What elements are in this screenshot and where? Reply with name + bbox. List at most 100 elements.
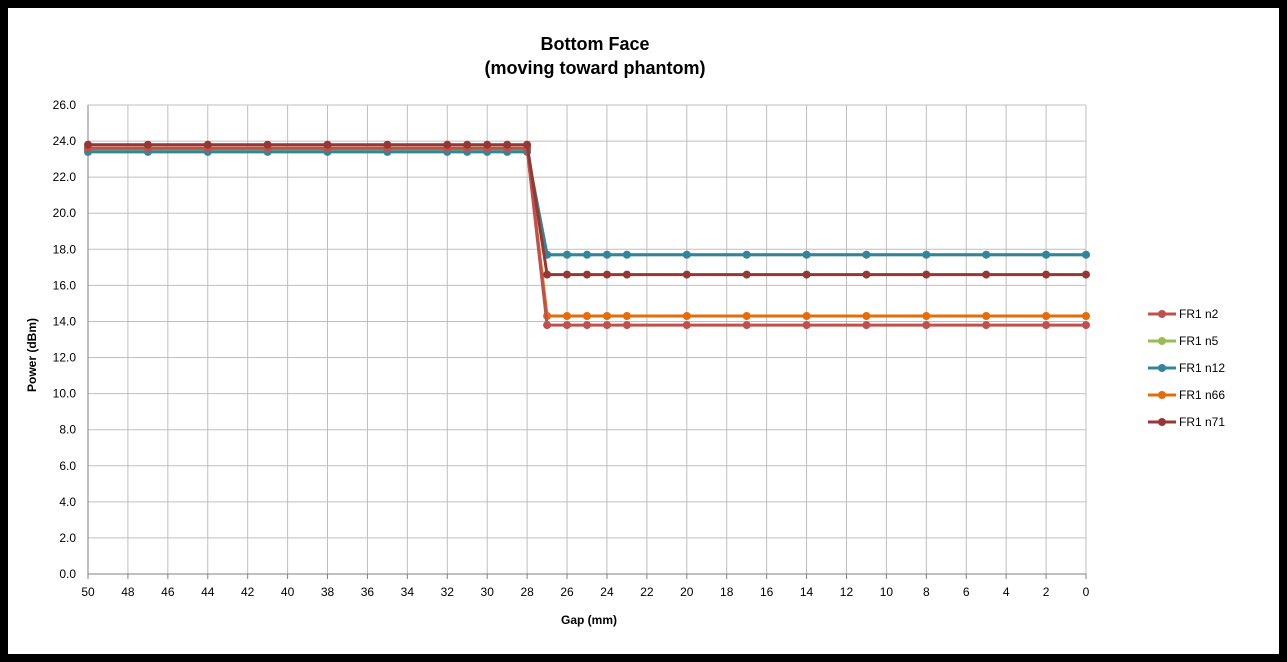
axis-layer: 0.0 2.0 4.0 6.0 8.0 10.0 12.0 14.0 16.0 18.0 20.0 2… — [53, 98, 1090, 599]
x-tick-label: 20 — [680, 585, 694, 599]
data-point — [1042, 250, 1051, 259]
data-point — [563, 270, 571, 279]
data-point — [583, 270, 591, 279]
x-tick-label: 14 — [800, 585, 814, 599]
legend-marker — [1158, 391, 1166, 399]
data-point — [1082, 270, 1090, 279]
legend-marker — [1158, 418, 1166, 426]
data-point — [583, 321, 591, 330]
data-point — [463, 140, 472, 149]
data-point — [563, 312, 571, 320]
data-point — [1082, 250, 1090, 259]
data-point — [383, 140, 392, 149]
series-fr1-n71 — [84, 140, 1090, 279]
data-point — [802, 312, 811, 320]
data-point — [1042, 321, 1051, 330]
y-tick-label: 26.0 — [53, 98, 77, 112]
y-tick-label: 4.0 — [59, 495, 76, 509]
chart-subtitle: (moving toward phantom) — [485, 58, 706, 78]
x-tick-label: 12 — [840, 585, 854, 599]
data-point — [682, 321, 691, 330]
x-tick-label: 18 — [720, 585, 734, 599]
x-tick-label: 34 — [401, 585, 415, 599]
data-point — [263, 140, 272, 149]
data-point — [862, 321, 871, 330]
legend-label: FR1 n66 — [1179, 388, 1225, 402]
y-tick-label: 10.0 — [53, 387, 77, 401]
data-point — [443, 140, 452, 149]
legend-label: FR1 n12 — [1179, 361, 1225, 375]
data-point — [503, 140, 512, 149]
legend-item: FR1 n12 — [1148, 361, 1225, 375]
x-tick-label: 28 — [520, 585, 534, 599]
data-point — [862, 270, 871, 279]
chart-frame: Bottom Face (moving toward phantom) Gap … — [8, 8, 1279, 654]
data-point — [563, 321, 571, 330]
legend-item: FR1 n2 — [1148, 307, 1219, 321]
data-point — [483, 140, 492, 149]
data-point — [802, 321, 811, 330]
y-tick-label: 22.0 — [53, 170, 77, 184]
data-point — [742, 250, 751, 259]
data-point — [682, 250, 691, 259]
data-point — [982, 321, 991, 330]
data-point — [922, 270, 931, 279]
y-tick-label: 16.0 — [53, 278, 77, 292]
data-point — [583, 250, 591, 259]
legend-marker — [1158, 364, 1166, 372]
data-point — [922, 312, 931, 320]
data-point — [622, 270, 631, 279]
data-point — [622, 312, 631, 320]
series-line — [88, 146, 1086, 327]
legend-label: FR1 n71 — [1179, 415, 1225, 429]
x-tick-label: 0 — [1083, 585, 1090, 599]
data-point — [203, 140, 212, 149]
x-tick-label: 32 — [441, 585, 455, 599]
legend: FR1 n2 FR1 n5 FR1 n12 FR1 n66 FR1 n71 — [1148, 307, 1225, 429]
data-point — [622, 321, 631, 330]
x-tick-label: 6 — [963, 585, 970, 599]
data-point — [982, 250, 991, 259]
series-fr1-n12 — [84, 147, 1090, 259]
legend-marker — [1158, 337, 1166, 345]
series-layer — [84, 140, 1090, 330]
data-point — [563, 250, 571, 259]
x-tick-label: 4 — [1003, 585, 1010, 599]
data-point — [603, 321, 611, 330]
data-point — [143, 140, 152, 149]
data-point — [1082, 321, 1090, 330]
x-tick-label: 16 — [760, 585, 774, 599]
x-tick-label: 36 — [361, 585, 375, 599]
y-tick-label: 12.0 — [53, 351, 77, 365]
x-tick-label: 30 — [481, 585, 495, 599]
x-tick-label: 42 — [241, 585, 255, 599]
data-point — [1042, 270, 1051, 279]
x-tick-label: 10 — [880, 585, 894, 599]
data-point — [543, 270, 552, 279]
data-point — [543, 321, 552, 330]
x-tick-label: 22 — [640, 585, 654, 599]
x-tick-label: 44 — [201, 585, 215, 599]
x-tick-label: 48 — [121, 585, 135, 599]
x-tick-label: 8 — [923, 585, 930, 599]
chart-title: Bottom Face — [540, 34, 649, 54]
y-tick-label: 6.0 — [59, 459, 76, 473]
data-point — [922, 321, 931, 330]
y-tick-label: 18.0 — [53, 242, 77, 256]
legend-item: FR1 n5 — [1148, 334, 1219, 348]
y-tick-label: 8.0 — [59, 423, 76, 437]
series-line — [88, 143, 1086, 277]
x-tick-label: 38 — [321, 585, 335, 599]
y-tick-label: 0.0 — [59, 567, 76, 581]
legend-item: FR1 n66 — [1148, 388, 1225, 402]
y-tick-label: 2.0 — [59, 531, 76, 545]
y-tick-label: 20.0 — [53, 206, 77, 220]
data-point — [862, 250, 871, 259]
data-point — [682, 312, 691, 320]
data-point — [742, 321, 751, 330]
data-point — [742, 270, 751, 279]
data-point — [982, 312, 991, 320]
legend-item: FR1 n71 — [1148, 415, 1225, 429]
data-point — [323, 140, 332, 149]
data-point — [603, 312, 611, 320]
